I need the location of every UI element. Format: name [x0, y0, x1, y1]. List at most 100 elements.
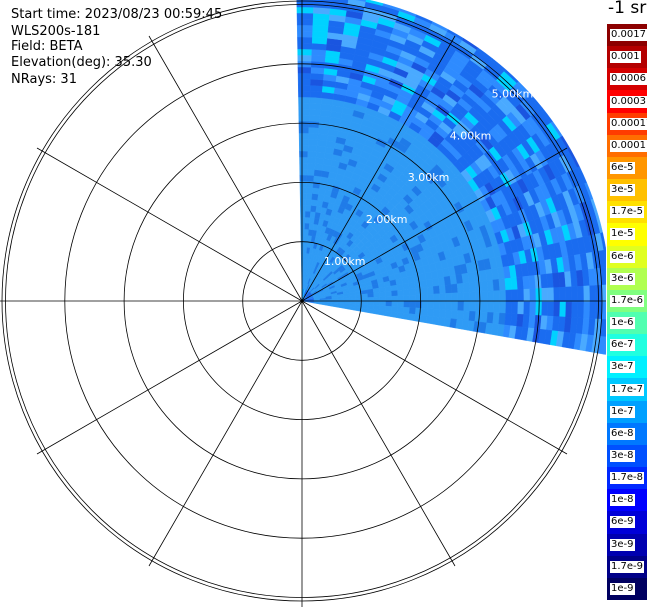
sector-cell [486, 312, 494, 324]
sector-cell [522, 275, 530, 290]
colorbar-tick-label: 3e-9 [610, 538, 635, 551]
colorbar-tick-label: 1.7e-7 [610, 383, 645, 396]
sector-cell [414, 280, 422, 289]
sector-cell [444, 284, 453, 294]
instrument-label: WLS200s-181 [11, 24, 101, 39]
sector-cell [312, 187, 320, 195]
sector-cell [427, 286, 435, 295]
sector-cell [517, 301, 525, 315]
sector-cell [298, 138, 309, 146]
sector-cell [391, 301, 399, 308]
sector-cell [463, 301, 471, 312]
sector-cell [298, 84, 311, 92]
elevation-label: Elevation(deg): 35.30 [11, 55, 152, 70]
sector-cell [308, 126, 319, 134]
colorbar-tick-label: 6e-5 [610, 161, 635, 174]
colorbar-cell: 1e-7 [607, 400, 647, 424]
sector-cell [451, 301, 459, 311]
sector-cell [385, 290, 393, 297]
colorbar-cell: 1.7e-8 [607, 467, 647, 490]
sector-cell [314, 163, 324, 171]
sector-cell [378, 286, 386, 293]
colorbar-cell: 3e-8 [607, 444, 647, 468]
sector-cell [311, 193, 319, 201]
sector-cell [415, 294, 423, 302]
sector-cell [487, 301, 495, 313]
ring-label: 5.00km [492, 87, 534, 100]
azimuth-spoke [148, 35, 303, 302]
sector-cell [309, 102, 322, 111]
sector-cell [307, 138, 318, 146]
sector-cell [372, 309, 380, 315]
sector-cell [299, 150, 309, 158]
sector-cell [297, 72, 312, 80]
field-label: Field: BETA [11, 39, 83, 54]
colorbar-tick-label: 6e-6 [610, 250, 635, 263]
sector-cell [300, 246, 305, 254]
sector-cell [475, 291, 483, 302]
colorbar-tick-label: 1e-5 [610, 228, 635, 241]
sector-cell [474, 311, 482, 323]
sector-cell [444, 309, 452, 319]
sector-cell [541, 301, 549, 317]
sector-cell [298, 108, 310, 116]
azimuth-spoke [301, 300, 568, 455]
sector-cell [361, 293, 369, 299]
sector-cell [304, 222, 310, 230]
sector-cell [384, 310, 392, 317]
colorbar: 0.0017 0.001 0.0006 0.0003 0.00017 0.0001 6e-5… [607, 24, 647, 601]
colorbar-tick-label: 1.7e-6 [610, 294, 645, 307]
sector-cell [315, 157, 325, 165]
colorbar-tick-label: 0.0017 [610, 29, 647, 42]
sector-cell [397, 306, 405, 314]
sector-cell [493, 301, 501, 314]
ppi-plot: 1.00km 2.00km 3.00km 4.00km 5.00km [0, 0, 606, 607]
sector-cell [343, 305, 350, 310]
sector-cell [349, 294, 357, 299]
sector-cell [373, 301, 381, 306]
sector-cell [403, 306, 411, 314]
sector-cell [298, 96, 311, 104]
nrays-label: NRays: 31 [11, 72, 77, 87]
sector-cell [553, 301, 561, 317]
sector-cell [565, 301, 573, 318]
sector-cell [331, 304, 338, 308]
colorbar-tick-label: 6e-9 [610, 516, 635, 529]
sector-cell [505, 289, 513, 303]
colorbar-tick-label: 3e-7 [610, 361, 635, 374]
sector-cell [439, 301, 447, 310]
sector-cell [589, 285, 597, 303]
colorbar-tick-label: 1.7e-5 [610, 206, 645, 219]
colorbar-tick-label: 1e-7 [610, 405, 635, 418]
colorbar-tick-label: 3e-5 [610, 184, 635, 197]
sector-cell [391, 295, 399, 302]
sector-cell [391, 306, 399, 313]
sector-cell [373, 292, 381, 298]
sector-cell [297, 42, 313, 50]
sector-cell [349, 306, 356, 311]
ring-label: 1.00km [324, 255, 366, 268]
sector-cell [493, 290, 501, 302]
sector-cell [300, 204, 306, 212]
sector-cell [305, 192, 313, 200]
colorbar-tick-label: 1e-8 [610, 494, 635, 507]
sector-cell [474, 281, 482, 293]
sector-cell [565, 286, 573, 303]
colorbar-cell: 1e-6 [607, 312, 647, 335]
sector-cell [600, 232, 606, 251]
sector-cell [480, 280, 488, 292]
sector-cell [516, 276, 524, 290]
colorbar-cell: 6e-6 [607, 245, 647, 269]
sector-cell [372, 287, 380, 294]
sector-cell [403, 301, 411, 308]
sector-cell [367, 292, 375, 298]
sector-cell [300, 222, 306, 230]
sector-cell [409, 307, 417, 315]
sector-cell [298, 102, 311, 110]
sector-cell [299, 162, 308, 170]
sector-cell [603, 249, 606, 268]
sector-cell [504, 277, 512, 291]
sector-cell [308, 120, 320, 129]
sector-cell [308, 114, 321, 123]
sector-cell [299, 174, 308, 182]
